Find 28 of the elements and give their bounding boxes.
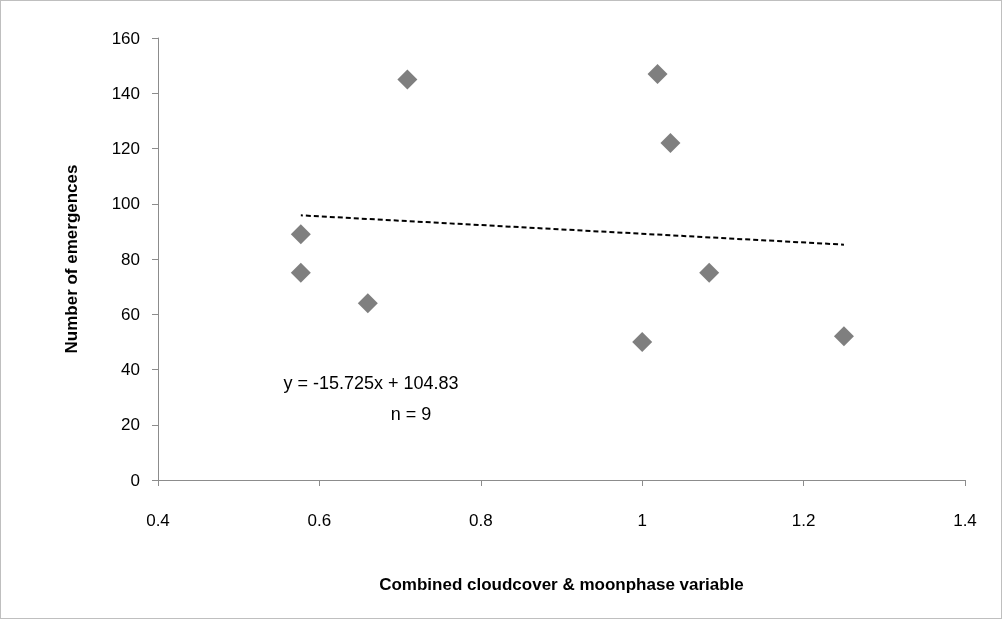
point <box>660 132 681 153</box>
x-tick-label: 0.4 <box>146 511 170 530</box>
y-axis-title: Number of emergences <box>62 164 81 354</box>
point <box>290 224 311 245</box>
y-tick-label: 100 <box>111 194 140 214</box>
x-axis-title: Combined cloudcover & moonphase variable <box>379 575 744 594</box>
x-tick-label: 1.2 <box>791 511 816 530</box>
x-tick-label: 1.4 <box>953 511 977 530</box>
y-tick-label: 120 <box>111 139 140 158</box>
y-tick-label: 60 <box>121 304 140 324</box>
point <box>833 326 854 347</box>
y-tick-label: 140 <box>111 83 140 103</box>
x-tick-label: 0.6 <box>307 511 332 530</box>
y-tick-label: 40 <box>121 360 140 379</box>
x-tick-label: 1 <box>637 511 647 530</box>
y-tick-label: 20 <box>121 415 140 435</box>
point <box>632 331 653 352</box>
point <box>397 69 418 90</box>
point <box>290 262 311 283</box>
annotation: y = -15.725x + 104.83 <box>283 373 459 393</box>
point <box>357 293 378 314</box>
y-tick-label: 160 <box>111 28 140 48</box>
annotation: n = 9 <box>390 404 432 424</box>
y-tick-label: 80 <box>121 249 140 269</box>
y-tick-label: 0 <box>130 470 140 490</box>
point <box>647 63 668 84</box>
x-tick-label: 0.8 <box>468 511 493 530</box>
point <box>699 262 720 283</box>
